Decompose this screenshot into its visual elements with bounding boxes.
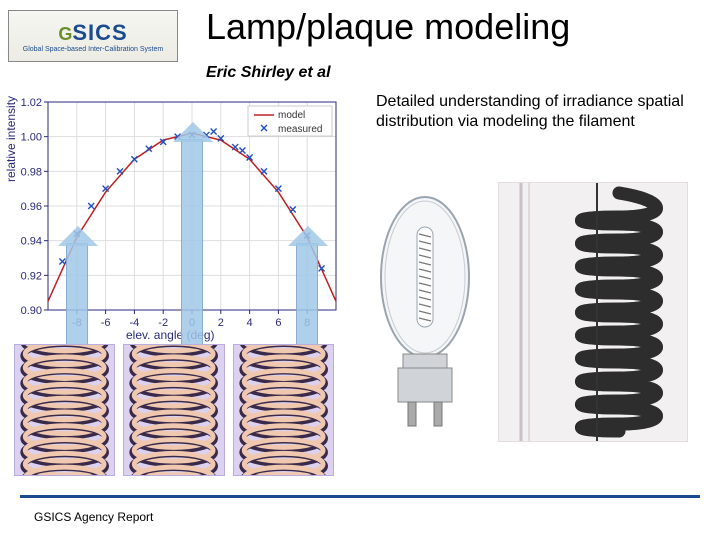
svg-text:0.98: 0.98: [21, 166, 42, 178]
coil-render: [14, 344, 115, 476]
svg-text:model: model: [278, 110, 305, 121]
y-axis-label: relative intensity: [4, 96, 18, 182]
svg-text:1.00: 1.00: [21, 132, 42, 144]
svg-text:0.96: 0.96: [21, 201, 42, 213]
footer-text: GSICS Agency Report: [34, 510, 153, 524]
svg-text:0.92: 0.92: [21, 270, 42, 282]
svg-text:-6: -6: [101, 317, 111, 329]
logo-sub-text: Global Space-based Inter-Calibration Sys…: [23, 46, 163, 53]
svg-text:2: 2: [218, 317, 224, 329]
svg-text:measured: measured: [278, 124, 322, 135]
page-title: Lamp/plaque modeling: [178, 6, 570, 48]
coil-render: [123, 344, 224, 476]
gsics-logo: GSICS Global Space-based Inter-Calibrati…: [8, 10, 178, 62]
svg-text:0.90: 0.90: [21, 305, 42, 317]
svg-text:6: 6: [275, 317, 281, 329]
logo-main-text: SICS: [72, 20, 127, 45]
coil-render: [233, 344, 334, 476]
lamp-illustration: [370, 182, 480, 442]
svg-text:0.94: 0.94: [21, 236, 42, 248]
footer-divider: [20, 495, 700, 498]
header: GSICS Global Space-based Inter-Calibrati…: [0, 0, 720, 62]
filament-photo: [498, 182, 688, 442]
svg-text:4: 4: [247, 317, 253, 329]
description-text: Detailed understanding of irradiance spa…: [376, 92, 696, 132]
filament-coil-renders: [14, 344, 334, 476]
author-line: Eric Shirley et al: [0, 64, 720, 82]
svg-text:1.02: 1.02: [21, 97, 42, 109]
